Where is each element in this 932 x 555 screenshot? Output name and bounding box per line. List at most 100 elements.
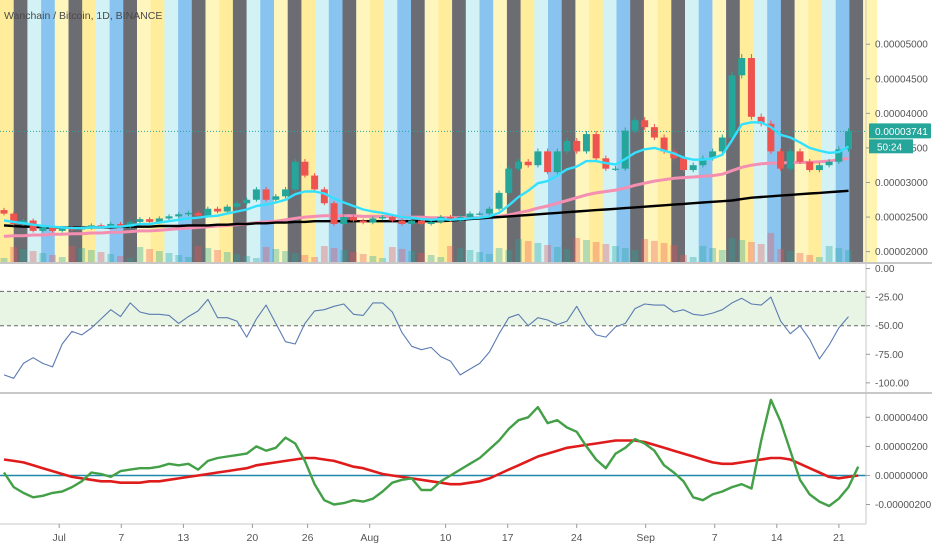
volume-bar-37 bbox=[359, 254, 367, 262]
time-tick-label-0: Jul bbox=[52, 532, 65, 544]
bg-stripe-25 bbox=[342, 0, 357, 262]
bg-stripe-27 bbox=[369, 0, 384, 262]
candle-body-87 bbox=[845, 131, 853, 150]
volume-bar-77 bbox=[748, 242, 755, 262]
stoch-band bbox=[0, 291, 866, 326]
candle-body-44 bbox=[427, 221, 435, 224]
last-price-label: 0.00003741 bbox=[875, 127, 928, 138]
candle-body-74 bbox=[718, 137, 726, 152]
volume-bar-7 bbox=[68, 246, 76, 262]
candle-body-63 bbox=[612, 168, 620, 170]
volume-bar-6 bbox=[58, 257, 66, 262]
volume-bar-74 bbox=[718, 250, 726, 262]
stoch-tick-label-2: -50.00 bbox=[875, 321, 904, 332]
volume-bar-49 bbox=[476, 252, 484, 262]
bg-stripe-34 bbox=[465, 0, 480, 262]
candle-body-34 bbox=[330, 203, 338, 224]
candle-body-84 bbox=[815, 165, 823, 171]
volume-bar-69 bbox=[670, 245, 678, 262]
candle-body-20 bbox=[194, 212, 202, 216]
candle-body-81 bbox=[786, 151, 794, 169]
volume-bar-66 bbox=[641, 239, 649, 262]
osc-tick-label-1: 0.00000200 bbox=[875, 442, 928, 453]
candle-body-48 bbox=[466, 213, 474, 218]
osc-main-line bbox=[3, 398, 860, 508]
time-tick-label-10: 7 bbox=[712, 532, 718, 544]
volume-bar-61 bbox=[592, 242, 600, 262]
bg-stripe-39 bbox=[534, 0, 549, 262]
candle-body-30 bbox=[291, 161, 299, 190]
candle-body-59 bbox=[573, 141, 581, 152]
candle-body-68 bbox=[660, 137, 668, 152]
volume-bar-58 bbox=[563, 249, 571, 262]
candle-body-77 bbox=[747, 58, 755, 117]
volume-bar-70 bbox=[680, 255, 687, 262]
candle-body-58 bbox=[563, 141, 571, 152]
volume-bar-3 bbox=[29, 251, 37, 262]
stoch-line bbox=[3, 296, 849, 379]
volume-bar-25 bbox=[243, 256, 251, 262]
bg-stripe-11 bbox=[150, 0, 165, 262]
ma-fast-line bbox=[3, 121, 850, 230]
candle-body-83 bbox=[806, 161, 814, 171]
volume-bar-10 bbox=[97, 252, 105, 262]
bg-stripe-38 bbox=[520, 0, 535, 262]
stoch-tick-label-1: -25.00 bbox=[875, 293, 904, 304]
volume-bar-54 bbox=[524, 241, 532, 262]
candle-body-56 bbox=[544, 151, 552, 173]
candle-body-17 bbox=[165, 216, 173, 219]
volume-bar-35 bbox=[340, 250, 348, 262]
volume-bar-63 bbox=[612, 246, 619, 262]
candle-body-31 bbox=[301, 161, 309, 176]
candle-body-36 bbox=[349, 217, 357, 221]
bg-stripe-22 bbox=[301, 0, 316, 262]
time-tick-label-3: 20 bbox=[247, 532, 259, 544]
candle-body-32 bbox=[311, 175, 319, 190]
stoch-tick-label-3: -75.00 bbox=[875, 350, 904, 361]
bg-stripe-32 bbox=[438, 0, 453, 262]
bg-stripe-46 bbox=[630, 0, 645, 262]
volume-bar-53 bbox=[515, 239, 522, 262]
candle-body-61 bbox=[592, 134, 600, 159]
bg-stripe-2 bbox=[27, 0, 42, 262]
osc-tick-label-3: -0.00000200 bbox=[875, 500, 932, 511]
volume-bar-46 bbox=[447, 246, 454, 262]
volume-bar-47 bbox=[456, 248, 464, 262]
candle-body-57 bbox=[553, 151, 561, 173]
price-tick-label-6: 0.00002000 bbox=[875, 247, 928, 258]
candle-body-14 bbox=[136, 219, 144, 222]
volume-bar-83 bbox=[806, 255, 814, 262]
bg-stripe-41 bbox=[561, 0, 576, 262]
candle-body-70 bbox=[680, 158, 687, 171]
bg-stripe-13 bbox=[178, 0, 193, 262]
volume-bar-75 bbox=[728, 238, 736, 262]
volume-bar-80 bbox=[777, 249, 784, 262]
bg-stripe-17 bbox=[232, 0, 247, 262]
candle-body-86 bbox=[835, 149, 843, 162]
candle-body-60 bbox=[582, 134, 590, 152]
bg-stripe-59 bbox=[808, 0, 823, 262]
volume-bar-52 bbox=[505, 250, 513, 262]
candle-body-42 bbox=[408, 220, 416, 224]
volume-bar-33 bbox=[320, 246, 328, 262]
candle-body-67 bbox=[650, 127, 658, 138]
volume-bar-2 bbox=[20, 249, 27, 262]
candle-body-65 bbox=[631, 120, 639, 131]
candle-body-40 bbox=[388, 217, 396, 221]
candle-body-66 bbox=[641, 120, 649, 128]
bg-stripe-15 bbox=[205, 0, 220, 262]
candle-body-41 bbox=[398, 220, 406, 224]
volume-bar-64 bbox=[621, 248, 629, 262]
candle-body-51 bbox=[495, 192, 503, 209]
candle-body-50 bbox=[485, 208, 493, 214]
volume-bar-40 bbox=[388, 247, 396, 262]
candle-body-28 bbox=[272, 196, 280, 200]
volume-bar-59 bbox=[573, 238, 581, 262]
bg-stripe-52 bbox=[712, 0, 727, 262]
candle-body-27 bbox=[262, 189, 270, 200]
time-tick-label-5: Aug bbox=[360, 532, 379, 544]
volume-bar-73 bbox=[709, 248, 717, 262]
time-tick-label-2: 13 bbox=[178, 532, 190, 544]
